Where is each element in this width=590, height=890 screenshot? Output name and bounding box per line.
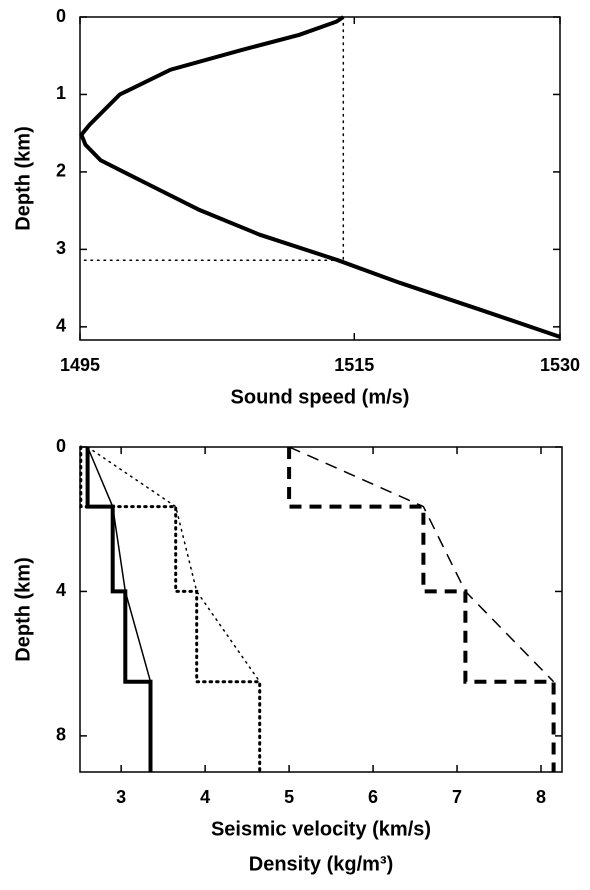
x-axis-label: Density (kg/m³) <box>249 853 393 875</box>
data-line <box>287 447 556 772</box>
y-tick-label: 8 <box>56 725 66 745</box>
data-line <box>86 446 152 682</box>
data-line <box>79 15 561 339</box>
y-tick-label: 3 <box>56 238 66 258</box>
plot-frame <box>79 446 563 773</box>
x-tick-label: 5 <box>284 787 294 807</box>
data-line <box>288 446 555 683</box>
data-line <box>79 445 262 774</box>
x-tick-label: 8 <box>536 787 546 807</box>
data-line <box>85 447 153 772</box>
x-tick-label: 1530 <box>540 355 580 375</box>
plot-frame <box>79 16 561 341</box>
x-tick-label: 1495 <box>60 355 100 375</box>
x-tick-label: 4 <box>200 787 210 807</box>
x-tick-label: 3 <box>116 787 126 807</box>
y-tick-label: 0 <box>56 436 66 456</box>
y-tick-label: 2 <box>56 161 66 181</box>
x-tick-label: 6 <box>368 787 378 807</box>
y-tick-label: 0 <box>56 6 66 26</box>
x-tick-label: 1515 <box>334 355 374 375</box>
y-tick-label: 4 <box>56 580 66 600</box>
y-tick-label: 1 <box>56 83 66 103</box>
data-line <box>79 16 345 261</box>
y-axis-label: Depth (km) <box>12 126 34 230</box>
y-axis-label: Depth (km) <box>12 557 34 661</box>
x-tick-label: 7 <box>452 787 462 807</box>
data-line <box>86 446 261 683</box>
y-tick-label: 4 <box>56 316 66 336</box>
x-axis-label: Sound speed (m/s) <box>231 386 410 408</box>
x-axis-label: Seismic velocity (km/s) <box>211 818 431 840</box>
